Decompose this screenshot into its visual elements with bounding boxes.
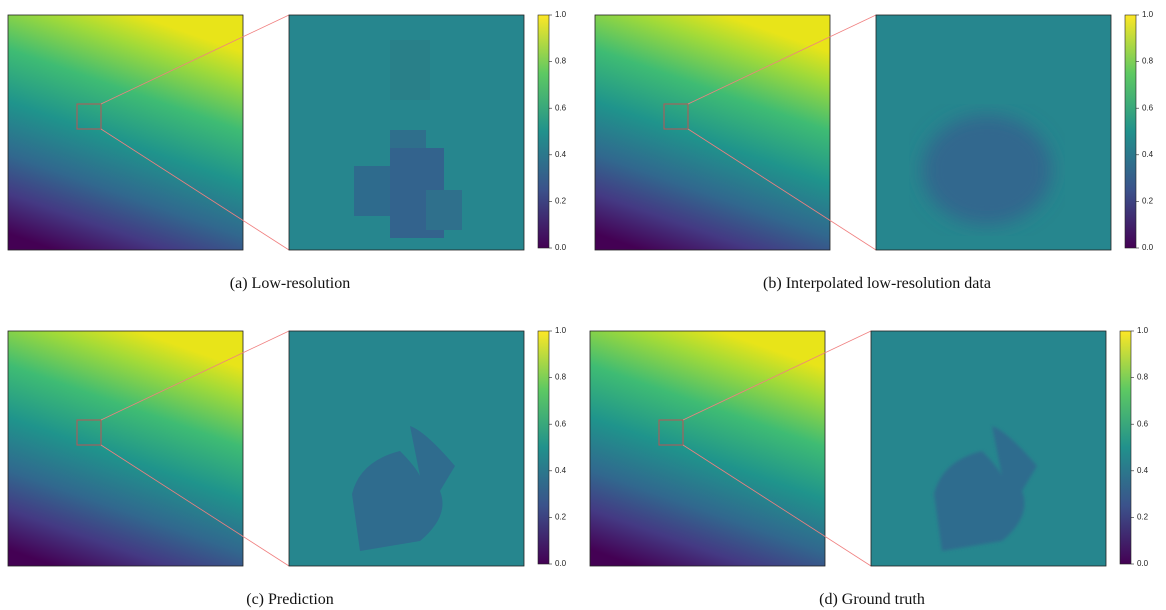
zoom-block	[426, 190, 462, 230]
zoom-block	[390, 40, 430, 100]
colorbar	[1124, 14, 1137, 249]
overview-image	[7, 14, 244, 251]
colorbar	[537, 14, 550, 249]
caption: (d) Ground truth	[819, 591, 925, 608]
colorbar	[1119, 330, 1132, 565]
tick-label: 0.6	[1137, 419, 1149, 428]
tick-label: 0.0	[1142, 243, 1154, 252]
zoom-box	[76, 419, 102, 446]
panel: 0.0 0.2 0.4 0.6 0.8 1.0 (d) Ground truth	[589, 326, 1149, 608]
tick-label: 0.2	[555, 513, 567, 522]
zoom-line	[687, 14, 877, 105]
zoom-blob	[352, 426, 455, 551]
tick-label: 0.4	[555, 466, 567, 475]
overview-image	[589, 330, 826, 567]
panel: 0.0 0.2 0.4 0.6 0.8 1.0 (a) Low-resolution	[7, 10, 567, 292]
tick-label: 0.0	[1137, 559, 1149, 568]
zoom-blob	[922, 115, 1052, 225]
tick-label: 0.8	[1142, 57, 1154, 66]
tick-label: 0.4	[555, 150, 567, 159]
zoom-line	[100, 14, 290, 105]
caption: (c) Prediction	[246, 591, 334, 608]
tick-label: 1.0	[1142, 10, 1154, 19]
tick-label: 0.8	[555, 373, 567, 382]
tick-label: 0.0	[555, 243, 567, 252]
panel: 0.0 0.2 0.4 0.6 0.8 1.0 (c) Prediction	[7, 326, 567, 608]
caption: (a) Low-resolution	[230, 275, 350, 292]
zoom-line	[100, 128, 290, 251]
zoom-box	[76, 103, 102, 130]
tick-label: 0.8	[555, 57, 567, 66]
tick-label: 0.4	[1142, 150, 1154, 159]
tick-label: 0.0	[555, 559, 567, 568]
colorbar	[537, 330, 550, 565]
zoom-line	[687, 128, 877, 251]
zoom-line	[682, 444, 872, 567]
tick-label: 0.6	[555, 419, 567, 428]
overview-image	[594, 14, 831, 251]
zoom-blob	[934, 426, 1037, 551]
overview-image	[7, 330, 244, 567]
tick-label: 0.2	[1142, 197, 1154, 206]
zoom-line	[100, 444, 290, 567]
zoom-line	[682, 330, 872, 421]
panel: 0.0 0.2 0.4 0.6 0.8 1.0 (b) Interpolated low-r…	[594, 10, 1154, 292]
zoom-line	[100, 330, 290, 421]
tick-label: 1.0	[555, 326, 567, 335]
tick-label: 0.6	[1142, 103, 1154, 112]
tick-label: 0.8	[1137, 373, 1149, 382]
tick-label: 0.2	[1137, 513, 1149, 522]
tick-label: 1.0	[1137, 326, 1149, 335]
tick-label: 0.6	[555, 103, 567, 112]
tick-label: 1.0	[555, 10, 567, 19]
tick-label: 0.2	[555, 197, 567, 206]
caption: (b) Interpolated low-resolution data	[763, 275, 991, 292]
zoom-box	[663, 103, 689, 130]
tick-label: 0.4	[1137, 466, 1149, 475]
zoom-box	[658, 419, 684, 446]
